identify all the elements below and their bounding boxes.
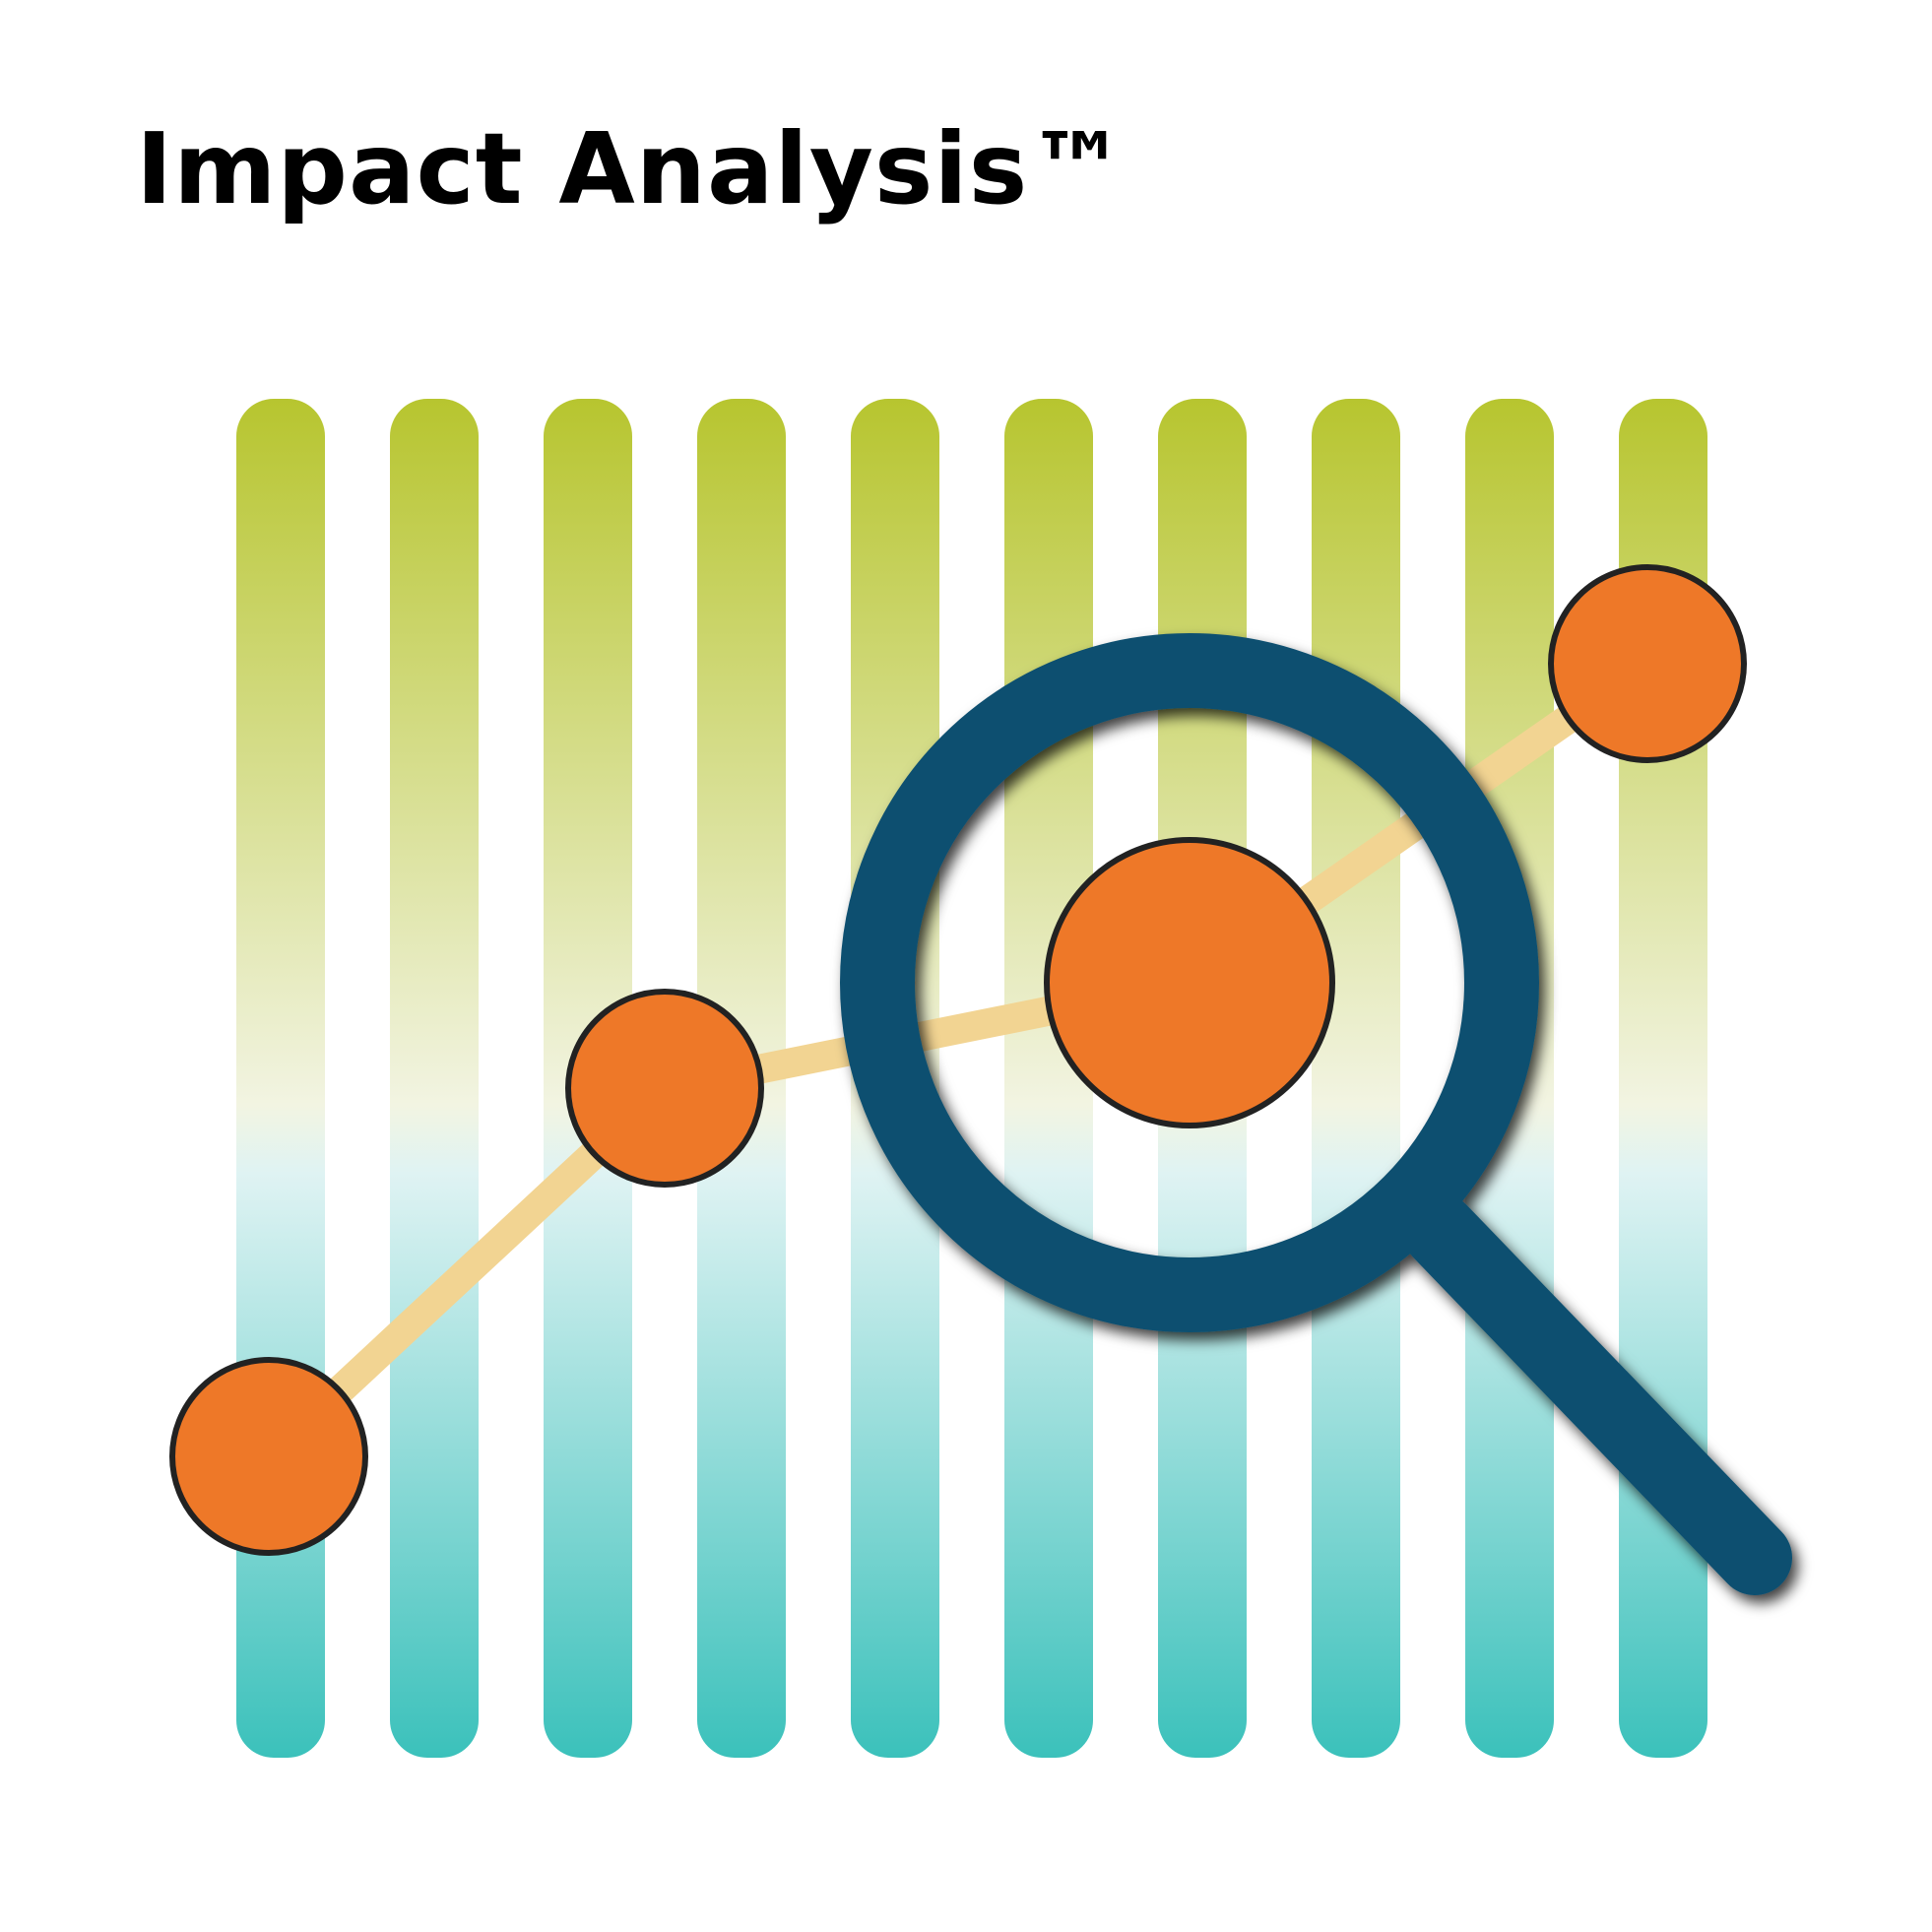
page-title: Impact Analysis™	[136, 111, 1128, 226]
point-4	[1548, 564, 1747, 763]
point-1	[169, 1357, 368, 1556]
magnifier-lens-ring	[840, 633, 1539, 1332]
point-2	[565, 989, 764, 1188]
point-group	[169, 564, 1747, 1556]
bar-8	[1312, 399, 1400, 1758]
magnifier-handle	[1402, 1193, 1792, 1595]
bar-2	[390, 399, 479, 1758]
point-3	[1044, 837, 1335, 1128]
magnifying-glass-icon	[840, 633, 1792, 1595]
